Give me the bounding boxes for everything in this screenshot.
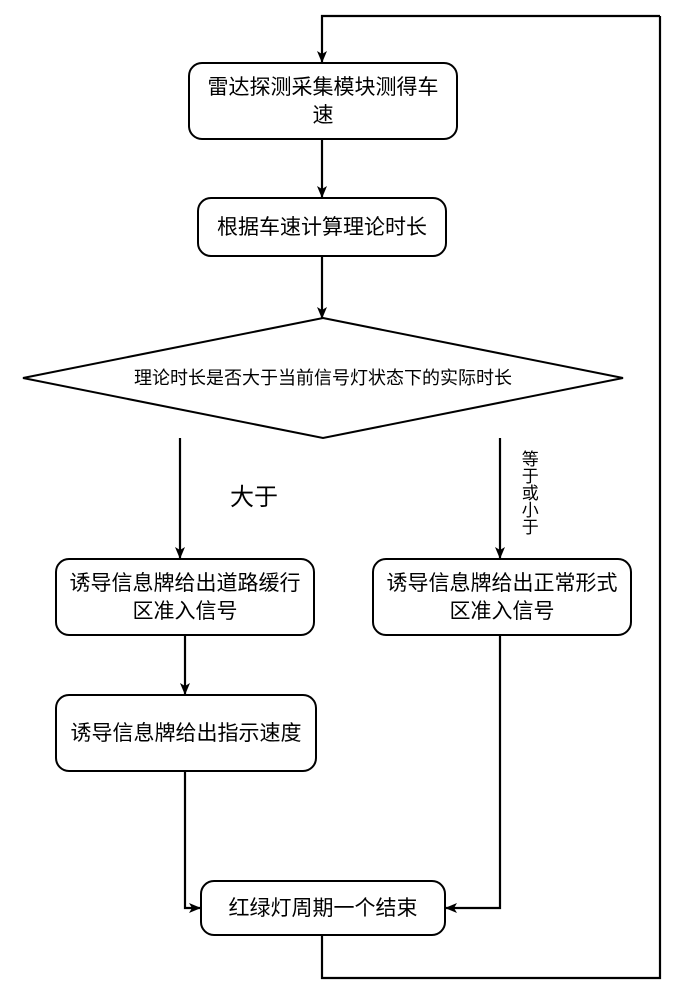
node-calc-theoretical-time: 根据车速计算理论时长 [197, 197, 447, 257]
arrow-loop_top_in [322, 16, 660, 62]
node-text: 雷达探测采集模块测得车速 [200, 73, 446, 130]
label-text: 大于 [230, 485, 278, 511]
node-text: 红绿灯周期一个结束 [229, 894, 418, 922]
node-indicated-speed: 诱导信息牌给出指示速度 [55, 694, 317, 772]
node-text: 根据车速计算理论时长 [217, 213, 427, 241]
node-radar-measure-speed: 雷达探测采集模块测得车速 [188, 62, 458, 140]
node-text: 诱导信息牌给出指示速度 [71, 719, 302, 747]
node-text: 诱导信息牌给出道路缓行区准入信号 [67, 569, 303, 626]
node-normal-zone-signal: 诱导信息牌给出正常形式区准入信号 [372, 558, 632, 636]
node-text: 诱导信息牌给出正常形式区准入信号 [384, 569, 620, 626]
arrow-n5_n6 [185, 772, 200, 908]
arrow-n4_n6 [446, 636, 500, 908]
decision-text: 理论时长是否大于当前信号灯状态下的实际时长 [130, 366, 516, 390]
decision-compare-duration: 理论时长是否大于当前信号灯状态下的实际时长 [23, 318, 623, 438]
node-slow-zone-signal: 诱导信息牌给出道路缓行区准入信号 [55, 558, 315, 636]
flowchart-canvas: 雷达探测采集模块测得车速 根据车速计算理论时长 诱导信息牌给出道路缓行区准入信号… [0, 0, 696, 1000]
arrow-n6_loop [322, 16, 660, 978]
arrows-layer [0, 0, 696, 1000]
label-text: 等于或小于 [518, 450, 537, 535]
edge-label-greater-than: 大于 [230, 485, 278, 511]
node-cycle-end: 红绿灯周期一个结束 [200, 880, 446, 936]
edge-label-lte: 等于或小于 [518, 450, 537, 540]
